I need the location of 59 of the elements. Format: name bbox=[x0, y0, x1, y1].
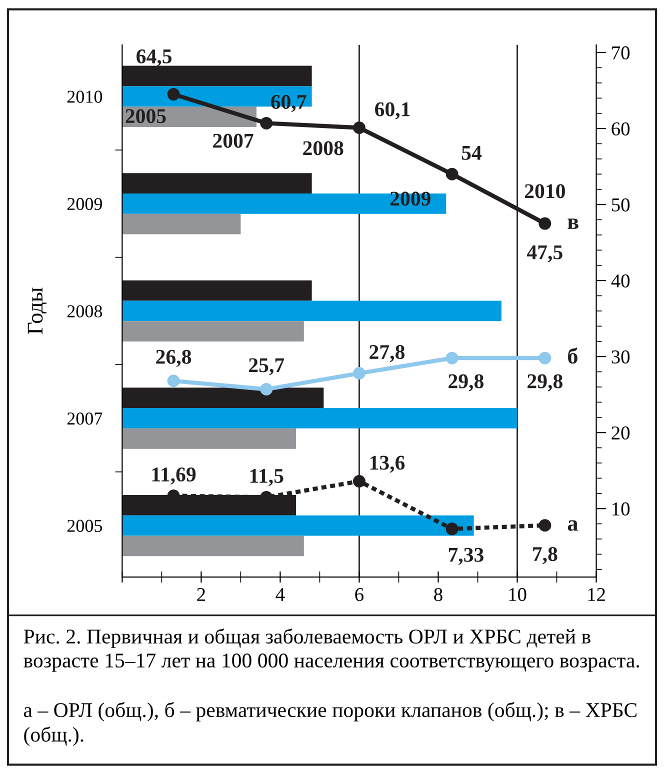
y-axis-title: Годы bbox=[28, 288, 47, 334]
data-label: 11,69 bbox=[152, 468, 196, 485]
data-label: 54 bbox=[462, 146, 482, 160]
x-tick-label: 6 bbox=[355, 588, 364, 602]
bar bbox=[122, 173, 312, 194]
x-tick-label: 2 bbox=[197, 588, 205, 601]
legend-label: б bbox=[568, 348, 578, 364]
point bbox=[260, 383, 273, 396]
bar bbox=[122, 66, 312, 86]
bar bbox=[122, 193, 446, 214]
text: Рис. 2. Первичная и общая заболеваемость ОРЛ и ХРБС детей в возрасте 15–17 лет на 100 000 населения соответствующего возраста. bbox=[24, 628, 640, 672]
point bbox=[352, 367, 366, 380]
bar bbox=[122, 214, 241, 234]
y-tick-label: 70 bbox=[612, 46, 630, 60]
x-tick-label: 4 bbox=[276, 588, 285, 601]
bar bbox=[122, 321, 304, 342]
point bbox=[167, 374, 180, 388]
bar bbox=[122, 300, 502, 322]
y-tick-label: 40 bbox=[611, 274, 630, 288]
data-label: 7,33 bbox=[448, 548, 484, 565]
data-label: 47,5 bbox=[526, 245, 562, 262]
x-tick-label: 8 bbox=[434, 588, 442, 602]
x-tick-label: 12 bbox=[588, 588, 605, 601]
point bbox=[167, 88, 180, 101]
data-label: 29,8 bbox=[448, 374, 484, 392]
data-label: 27,8 bbox=[370, 345, 405, 362]
legend-label: в bbox=[568, 218, 578, 229]
x-tick-label: 10 bbox=[509, 588, 526, 602]
point bbox=[446, 168, 458, 180]
y-tick-label: 50 bbox=[612, 198, 630, 212]
data-label: 7,8 bbox=[533, 547, 558, 564]
data-label: 26,8 bbox=[156, 350, 192, 367]
y-tick-label: 30 bbox=[612, 350, 630, 364]
data-label: 11,5 bbox=[250, 469, 284, 486]
legend-label: а bbox=[568, 520, 578, 531]
bar bbox=[122, 536, 304, 556]
y-tick-label: 2005 bbox=[67, 520, 102, 532]
data-label: 64,5 bbox=[136, 49, 172, 66]
bar bbox=[122, 408, 518, 428]
y-tick-label: 20 bbox=[612, 426, 630, 440]
y-tick-label: 60 bbox=[612, 122, 630, 136]
data-label: 13,6 bbox=[370, 456, 405, 473]
data-label: 25,7 bbox=[249, 358, 284, 376]
y-tick-label: 2009 bbox=[67, 198, 102, 210]
point bbox=[446, 522, 458, 536]
point bbox=[446, 352, 458, 364]
data-label: 60,1 bbox=[375, 102, 410, 120]
y-tick-label: 2010 bbox=[67, 90, 102, 103]
bar bbox=[122, 388, 324, 408]
bar bbox=[122, 280, 312, 301]
point bbox=[352, 122, 366, 134]
text: а – ОРЛ (общ.), б – ревматические пороки клапанов (общ.); в – ХРБС (общ.). bbox=[24, 702, 636, 746]
point bbox=[260, 116, 273, 130]
data-label: 29,8 bbox=[528, 374, 562, 392]
y-tick-label: 2008 bbox=[67, 305, 102, 318]
y-tick-label: 10 bbox=[612, 502, 630, 516]
y-tick-label: 2007 bbox=[67, 412, 102, 425]
point bbox=[352, 474, 366, 488]
bar bbox=[122, 428, 296, 449]
